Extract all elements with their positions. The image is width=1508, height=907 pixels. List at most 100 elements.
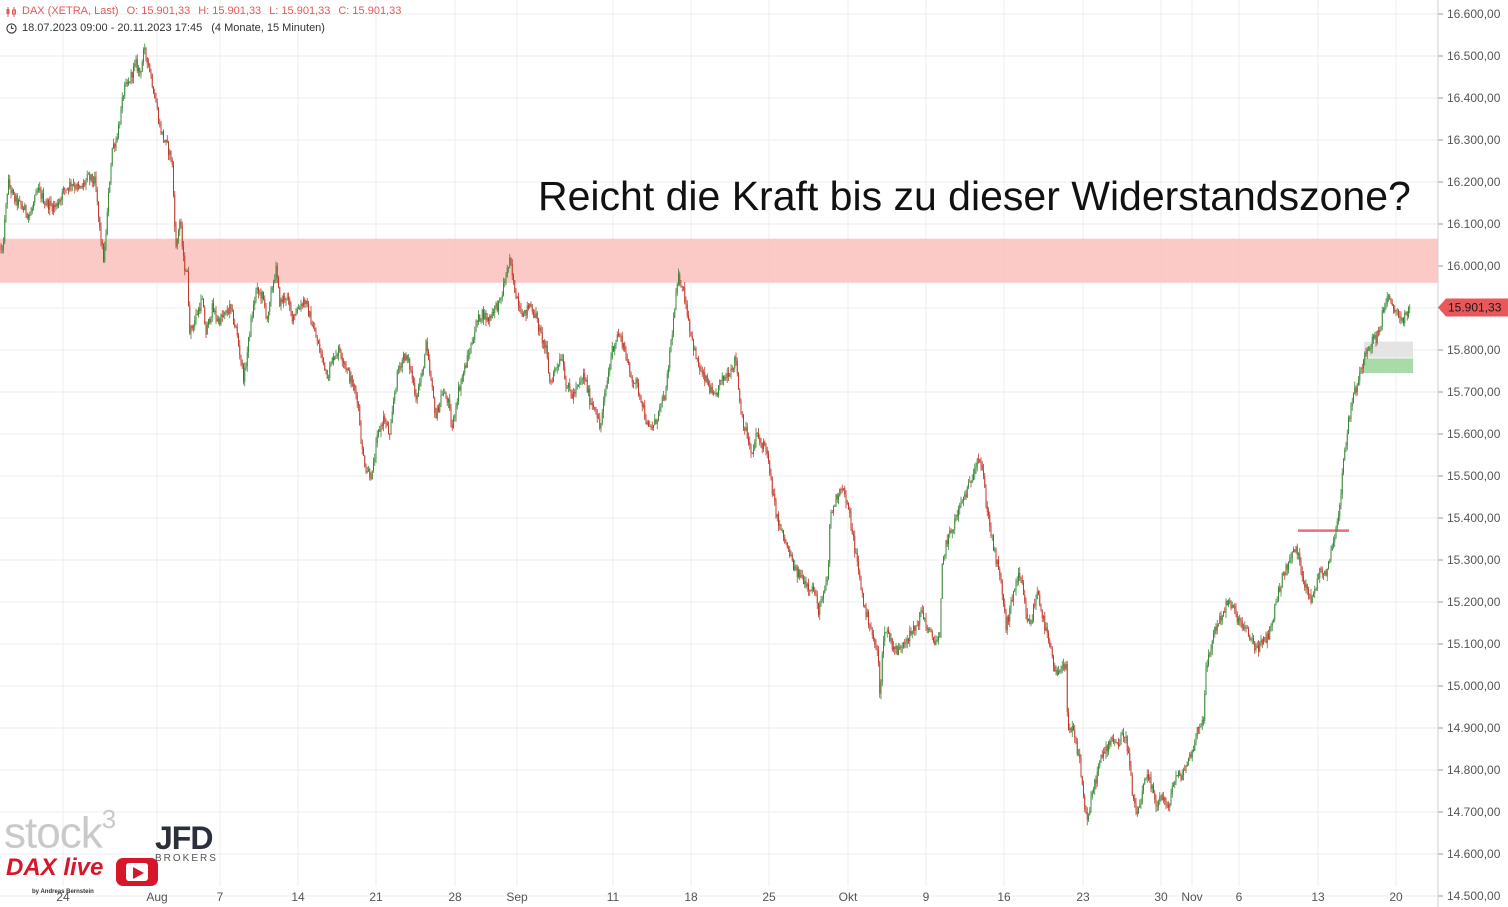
- candle-body: [1323, 573, 1324, 575]
- candle-body: [223, 315, 224, 317]
- candle-body: [964, 494, 966, 497]
- candle-body: [359, 405, 361, 425]
- candle-body: [1124, 737, 1126, 738]
- candle-body: [396, 370, 398, 388]
- chart-grid: [0, 0, 1438, 897]
- candle-body: [226, 310, 228, 313]
- candle-body: [574, 391, 576, 394]
- candle-body: [474, 332, 476, 340]
- candle-body: [611, 346, 613, 358]
- candle-body: [1079, 754, 1081, 758]
- candle-body: [1280, 586, 1282, 592]
- candle-body: [661, 397, 663, 404]
- candle-body: [908, 638, 909, 642]
- candle-body: [630, 372, 632, 378]
- candle-body: [221, 314, 223, 317]
- candle-body: [306, 301, 308, 304]
- candle-body: [560, 359, 562, 361]
- candle-body: [156, 102, 158, 108]
- candle-body: [479, 314, 481, 322]
- candle-body: [1130, 765, 1132, 776]
- candle-body: [973, 473, 974, 480]
- candle-body: [863, 593, 864, 605]
- candle-body: [1116, 742, 1118, 744]
- candle-body: [1179, 771, 1181, 776]
- candle-body: [840, 489, 842, 490]
- candle-body: [543, 340, 544, 344]
- candle-body: [525, 309, 527, 316]
- candle-body: [941, 563, 943, 599]
- candle-body: [205, 324, 207, 335]
- candle-body: [1286, 565, 1288, 570]
- candle-body: [136, 59, 138, 72]
- candle-body: [186, 271, 188, 272]
- candle-body: [790, 554, 792, 557]
- candle-body: [1178, 771, 1179, 777]
- candle-body: [500, 297, 502, 299]
- candle-body: [1141, 790, 1143, 804]
- candle-body: [709, 384, 711, 393]
- candle-body: [545, 344, 547, 348]
- candle-body: [108, 192, 109, 212]
- candle-body: [1334, 538, 1336, 542]
- candle-body: [806, 583, 808, 587]
- candle-body: [146, 57, 148, 64]
- candle-body: [610, 357, 612, 366]
- candle-body: [746, 427, 748, 439]
- candle-body: [890, 638, 892, 641]
- candle-body: [49, 201, 51, 210]
- candle-body: [1184, 770, 1186, 771]
- candle-body: [431, 379, 433, 388]
- candle-body: [23, 208, 24, 211]
- candle-body: [346, 368, 348, 371]
- candle-body: [415, 394, 417, 400]
- candle-body: [1211, 640, 1213, 650]
- candle-body: [515, 292, 517, 299]
- candle-body: [1316, 578, 1318, 590]
- candle-body: [868, 611, 869, 625]
- candle-body: [646, 422, 648, 424]
- candle-body: [1350, 405, 1352, 419]
- legend-interval: (4 Monate, 15 Minuten): [211, 22, 325, 34]
- candle-body: [834, 506, 836, 507]
- candle-body: [853, 534, 854, 537]
- candle-body: [1336, 520, 1338, 528]
- candle-body: [670, 339, 672, 351]
- candle-body: [481, 309, 483, 319]
- candle-body: [1111, 737, 1113, 739]
- candle-body: [713, 393, 714, 395]
- x-tick-label: 9: [923, 890, 930, 904]
- y-tick-label: 14.700,00: [1447, 805, 1501, 819]
- candle-body: [211, 303, 213, 317]
- y-tick-label: 14.600,00: [1447, 847, 1501, 861]
- candle-body: [124, 84, 126, 97]
- candle-body: [449, 399, 451, 409]
- candle-body: [130, 72, 132, 83]
- candle-body: [990, 526, 992, 536]
- candle-body: [31, 207, 33, 212]
- candle-body: [325, 369, 327, 371]
- candle-body: [821, 598, 823, 600]
- candle-body: [1181, 774, 1183, 781]
- candle-body: [484, 312, 486, 320]
- candle-body: [989, 514, 991, 527]
- candle-body: [584, 373, 586, 381]
- candle-body: [1255, 647, 1257, 651]
- candle-body: [198, 308, 199, 315]
- candle-body: [1006, 616, 1008, 631]
- candle-body: [338, 347, 339, 356]
- candle-body: [845, 494, 847, 503]
- candle-body: [878, 650, 879, 663]
- candle-body: [1393, 305, 1394, 310]
- candle-body: [506, 267, 508, 277]
- candle-body: [1376, 330, 1378, 343]
- candle-body: [1133, 795, 1134, 799]
- candle-body: [1053, 656, 1054, 667]
- candle-body: [519, 306, 521, 308]
- candle-body: [568, 383, 569, 388]
- y-tick-label: 14.800,00: [1447, 763, 1501, 777]
- candle-body: [1244, 626, 1246, 629]
- candle-body: [388, 425, 389, 435]
- candle-body: [450, 408, 452, 425]
